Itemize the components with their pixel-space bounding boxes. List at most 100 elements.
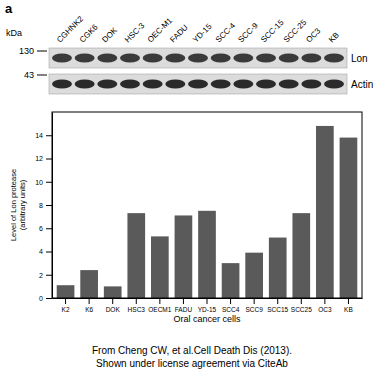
y-tick: 14 xyxy=(35,132,52,139)
y-tick-mark xyxy=(46,298,52,299)
x-tick: KB xyxy=(344,298,353,313)
x-tick: SCC9 xyxy=(245,298,263,313)
lane-label: CGK6 xyxy=(78,22,100,44)
bar xyxy=(175,215,193,298)
marker-tick xyxy=(37,51,47,52)
blot-band xyxy=(120,80,140,89)
x-tick-mark xyxy=(65,298,66,304)
x-tick-mark xyxy=(207,298,208,304)
x-tick-label: YD-15 xyxy=(198,306,217,313)
x-tick-mark xyxy=(348,298,349,304)
y-tick: 8 xyxy=(39,202,52,209)
x-tick-label: SCC9 xyxy=(245,306,263,313)
bar xyxy=(104,286,122,298)
y-tick: 4 xyxy=(39,248,52,255)
x-tick: DOK xyxy=(106,298,121,313)
marker-label: 43 xyxy=(24,70,34,80)
bar xyxy=(198,211,216,298)
x-tick-label: SCC4 xyxy=(222,306,240,313)
bar xyxy=(57,285,75,298)
marker-label: 130 xyxy=(19,46,34,56)
x-tick: YD-15 xyxy=(198,298,217,313)
blot-band xyxy=(188,54,208,63)
y-axis-title: Level of Lon protease(arbitrary units) xyxy=(9,169,27,241)
x-tick-mark xyxy=(254,298,255,304)
lane-label: SCC-25 xyxy=(282,18,309,45)
y-tick-mark xyxy=(46,182,52,183)
blot-band xyxy=(120,54,140,63)
lane-label: SCC-9 xyxy=(236,21,260,45)
x-tick-mark xyxy=(112,298,113,304)
x-tick-mark xyxy=(277,298,278,304)
x-tick: K6 xyxy=(85,298,93,313)
blot-band xyxy=(75,80,95,89)
lane-labels: CGHNK2CGK6DOKHSC-3OEC-M1FADUYD-15SCC-4SC… xyxy=(55,14,341,44)
y-tick-label: 8 xyxy=(39,202,43,209)
x-tick-label: K2 xyxy=(62,306,70,313)
x-tick-mark xyxy=(159,298,160,304)
y-tick-mark xyxy=(46,252,52,253)
blot-band xyxy=(324,54,344,63)
y-tick: 2 xyxy=(39,271,52,278)
band-label: Actin xyxy=(351,79,373,90)
blot-band xyxy=(52,54,72,63)
y-tick-label: 6 xyxy=(39,225,43,232)
x-tick-label: HSC3 xyxy=(128,306,146,313)
blot-band xyxy=(143,80,163,89)
x-tick-label: OC3 xyxy=(318,306,332,313)
x-axis-title: Oral cancer cells xyxy=(173,314,241,324)
plot-frame xyxy=(52,112,362,298)
bar xyxy=(127,213,145,298)
lane-label: YD-15 xyxy=(191,22,214,45)
x-tick-mark xyxy=(230,298,231,304)
bar xyxy=(151,236,169,298)
bar xyxy=(222,263,240,298)
y-tick: 6 xyxy=(39,225,52,232)
x-tick: HSC3 xyxy=(128,298,146,313)
y-tick-label: 12 xyxy=(35,155,43,162)
lane-label: SCC-15 xyxy=(259,18,286,45)
x-tick-label: FADU xyxy=(175,306,193,313)
blot-band xyxy=(143,54,163,63)
blot-band xyxy=(188,80,208,89)
y-tick-mark xyxy=(46,205,52,206)
x-tick: OECM1 xyxy=(148,298,172,313)
bar xyxy=(269,238,287,298)
x-tick: SCC15 xyxy=(267,298,288,313)
lane-label: DOK xyxy=(100,25,119,44)
blot-band xyxy=(52,80,72,89)
bars xyxy=(57,126,358,298)
lane-label: FADU xyxy=(168,23,190,45)
x-tick-label: SCC15 xyxy=(267,306,288,313)
lane-label: KB xyxy=(327,31,341,45)
x-tick-label: OECM1 xyxy=(148,306,172,313)
bar xyxy=(316,126,334,298)
band-label: Lon xyxy=(351,53,368,64)
bar xyxy=(340,138,358,298)
x-tick: SCC25 xyxy=(291,298,312,313)
x-tick: SCC4 xyxy=(222,298,240,313)
blot-band xyxy=(97,80,117,89)
x-tick-mark xyxy=(301,298,302,304)
marker-tick xyxy=(37,75,47,76)
x-tick: OC3 xyxy=(318,298,332,313)
lane-label: HSC-3 xyxy=(123,21,147,45)
y-axis: 02468101214 xyxy=(35,113,52,302)
y-tick-mark xyxy=(46,135,52,136)
lane-label: SCC-4 xyxy=(214,21,238,45)
blot-strip xyxy=(49,48,347,68)
y-tick-label: 4 xyxy=(39,248,43,255)
x-tick: K2 xyxy=(62,298,70,313)
blot-strip xyxy=(49,74,347,94)
x-tick-label: K6 xyxy=(85,306,93,313)
blot-band xyxy=(233,54,253,63)
y-tick: 10 xyxy=(35,178,52,185)
blot-band xyxy=(165,80,185,89)
blot-band xyxy=(75,54,95,63)
blot-band xyxy=(233,80,253,89)
blot-band xyxy=(165,54,185,63)
x-tick: FADU xyxy=(175,298,193,313)
x-tick-label: SCC25 xyxy=(291,306,312,313)
bar xyxy=(245,253,263,298)
x-axis: K2 K6 DOK HSC3OECM1FADU YD-15 SCC4 SCC9 SCC15SC… xyxy=(53,298,363,313)
